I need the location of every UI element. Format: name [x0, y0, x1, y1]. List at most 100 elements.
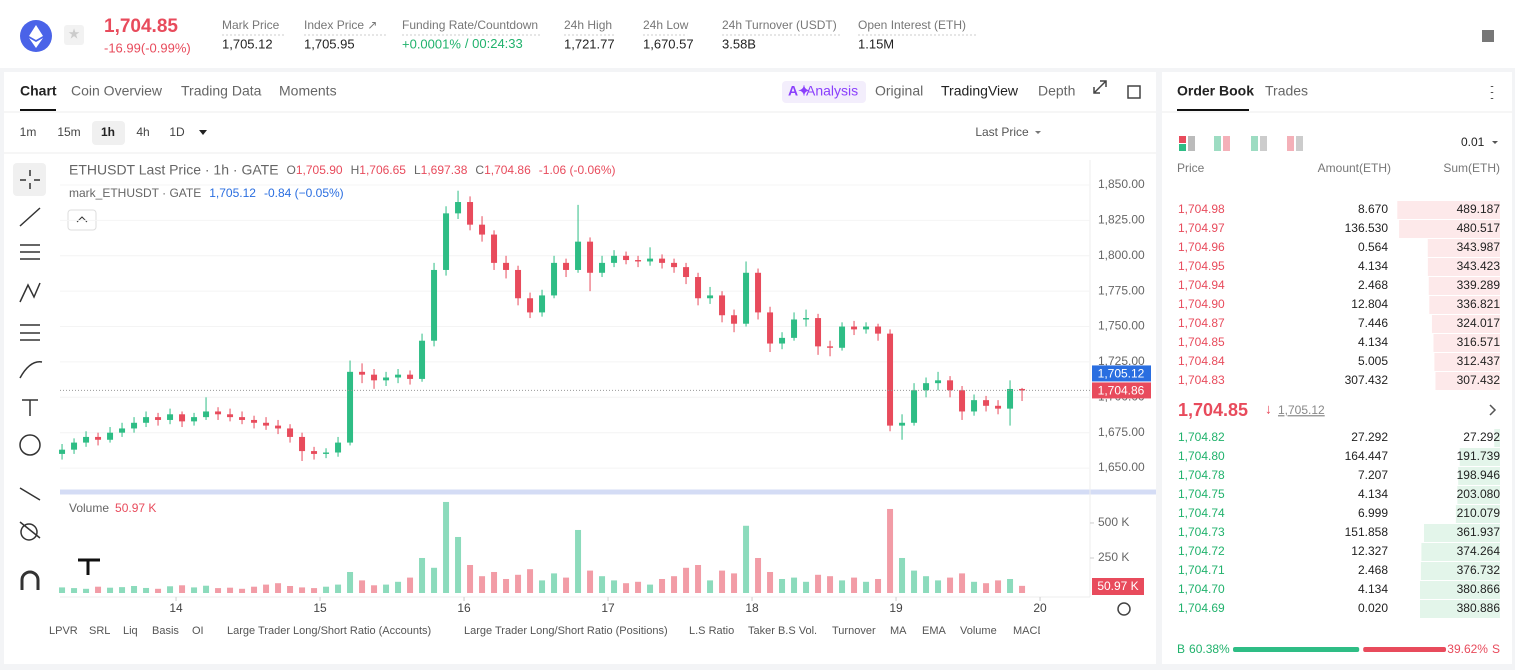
volume-bar [359, 580, 366, 593]
candle-body [743, 272, 750, 324]
chart-tab[interactable]: Coin Overview [71, 83, 163, 99]
candle-body [515, 269, 522, 299]
candle-body [695, 277, 702, 299]
y-tick-label: 1,800.00 [1098, 248, 1145, 262]
indicator[interactable]: LPVR [49, 625, 78, 637]
ob-price: 1,704.85 [1178, 335, 1225, 349]
indicator[interactable]: Liq [123, 625, 138, 637]
ob-amount: 6.999 [1358, 506, 1388, 520]
candle-body [107, 432, 114, 440]
candle-body [947, 380, 954, 391]
interval-selected[interactable] [92, 121, 125, 145]
ob-tab[interactable]: Trades [1265, 83, 1308, 99]
indicator[interactable]: SRL [89, 625, 110, 637]
stat-extra: / 00:24:33 [465, 36, 523, 51]
volume-bar [839, 580, 846, 593]
interval[interactable]: 1h [101, 125, 115, 139]
star[interactable]: ★ [68, 26, 81, 42]
candle-body [899, 422, 906, 426]
volume-bar [383, 584, 390, 593]
chart-tab[interactable]: Trading Data [181, 83, 262, 99]
settings-icon[interactable] [1117, 602, 1131, 616]
interval[interactable]: 15m [57, 125, 80, 139]
indicator[interactable]: OI [192, 625, 204, 637]
legend-value: 1,697.38 [421, 163, 468, 177]
interval[interactable]: 1m [20, 125, 37, 139]
interval[interactable]: 4h [136, 125, 149, 139]
chevron-right[interactable] [1489, 404, 1497, 416]
interval[interactable]: 1D [169, 125, 185, 139]
ob-price: 1,704.73 [1178, 525, 1225, 539]
dropdown[interactable] [199, 130, 207, 135]
y-tick-label: 1,775.00 [1098, 283, 1145, 297]
y-tick-label: 1,650.00 [1098, 460, 1145, 474]
emoji-tool[interactable] [19, 434, 41, 456]
ratio-buy-value: 60.38% [1189, 642, 1230, 656]
analysis-bg[interactable] [782, 81, 866, 103]
volume-bar [551, 573, 558, 593]
indicator[interactable]: Basis [152, 625, 179, 637]
ob-sum: 343.987 [1457, 240, 1501, 254]
ob-column: Price [1177, 161, 1205, 175]
v-tick-label: 250 K [1098, 550, 1129, 564]
volume-bar [707, 580, 714, 593]
volume-bar [407, 577, 414, 593]
crosshair-icon [20, 170, 40, 189]
candle-body [491, 234, 498, 263]
volume-bar [539, 580, 546, 593]
price-type[interactable]: Last Price [975, 125, 1029, 139]
book-view-icons[interactable] [1179, 136, 1303, 151]
ai-icon[interactable]: Analysis [806, 83, 858, 99]
depth-bar [1459, 448, 1500, 466]
depth-bar [1427, 258, 1500, 276]
view-tab[interactable]: TradingView [941, 83, 1019, 99]
ob-amount: 151.858 [1345, 525, 1389, 539]
tool-icons[interactable] [19, 207, 43, 539]
magnet-tool[interactable] [20, 570, 40, 590]
precision[interactable]: 0.01 [1461, 135, 1485, 149]
volume-bar [623, 583, 630, 593]
view-tab[interactable]: Original [875, 83, 923, 99]
price-tag [1092, 382, 1151, 399]
zoom-tool[interactable] [20, 523, 38, 541]
ob-amount: 7.446 [1358, 316, 1388, 330]
candle-body [599, 262, 606, 273]
indicator[interactable]: Volume [960, 625, 997, 637]
candle-body [143, 417, 150, 423]
indicator[interactable]: MA [890, 625, 907, 637]
chart-tab[interactable]: Moments [279, 83, 337, 99]
volume-bar [143, 587, 150, 593]
legend-key: H [351, 163, 360, 177]
view-tab[interactable]: Depth [1038, 83, 1075, 99]
indicator[interactable]: EMA [922, 625, 947, 637]
indicator[interactable]: Taker B.S Vol. [748, 625, 817, 637]
indicator[interactable]: Large Trader Long/Short Ratio (Accounts) [227, 625, 431, 637]
indicator[interactable]: L.S Ratio [689, 625, 734, 637]
candle-body [731, 315, 738, 324]
dropdown[interactable] [1035, 131, 1041, 134]
stat-label: Open Interest (ETH) [858, 18, 966, 32]
volume-bar [215, 588, 222, 593]
candle-body [71, 442, 78, 450]
indicator[interactable]: Large Trader Long/Short Ratio (Positions… [464, 625, 668, 637]
crosshair-tool[interactable] [13, 163, 46, 196]
indicator[interactable]: MACD [1013, 625, 1045, 637]
x-tick-label: 17 [601, 601, 615, 615]
notebook-icon[interactable] [1482, 30, 1494, 42]
ob-tab[interactable]: Order Book [1177, 83, 1254, 99]
chart-tab[interactable]: Chart [20, 83, 57, 99]
volume-bar [815, 574, 822, 593]
candle-body [683, 267, 690, 278]
depth-bar [1429, 296, 1500, 314]
volume-bar [443, 501, 450, 593]
volume-bar [599, 576, 606, 593]
indicator[interactable]: Turnover [832, 625, 876, 637]
candle-body [335, 442, 342, 453]
price-tag-label: 1,705.12 [1098, 367, 1145, 381]
expand-icon[interactable] [1093, 80, 1107, 94]
candle-body [779, 337, 786, 344]
favorite[interactable] [64, 25, 84, 45]
volume-bar [743, 525, 750, 593]
window-icon[interactable] [1127, 85, 1141, 99]
volume-bar [947, 577, 954, 593]
